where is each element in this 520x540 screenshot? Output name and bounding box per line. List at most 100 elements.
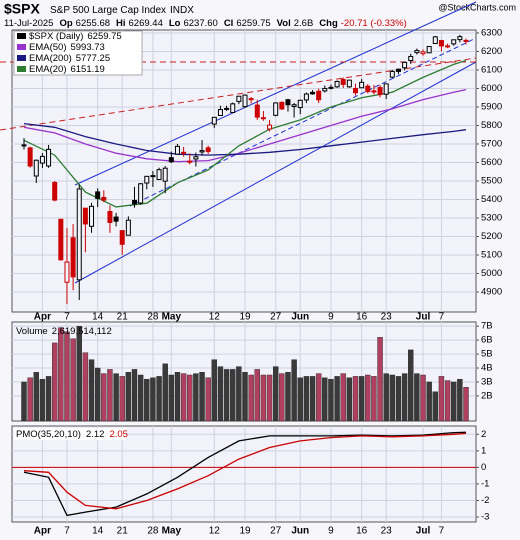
candle-body (95, 191, 101, 199)
candle-body (64, 261, 70, 283)
price-panel (11, 29, 477, 313)
candle-body (39, 155, 45, 164)
candle-body (217, 109, 223, 116)
legend-swatch (17, 44, 26, 50)
legend-name: EMA(200) (29, 53, 72, 64)
volume-bar (352, 376, 359, 422)
volume-bar (82, 352, 89, 422)
volume-bar (107, 369, 113, 422)
stat-label: Chg (319, 18, 338, 29)
x-tick-label: 14 (92, 526, 104, 537)
y-tick-label: 5500 (481, 176, 502, 187)
legend-name: EMA(50) (29, 42, 66, 53)
candle-body (199, 150, 205, 153)
subtitle: S&P 500 Large Cap Index (50, 5, 166, 16)
y-tick-label: 6200 (481, 46, 502, 57)
stat-value: 6237.60 (183, 18, 217, 29)
volume-bar (230, 369, 236, 422)
candle-body (260, 117, 266, 120)
x-tick-label: 19 (239, 526, 251, 537)
candle-body (46, 148, 52, 167)
x-tick-label: 21 (117, 526, 129, 537)
y-tick-label: 6B (481, 335, 493, 346)
volume-bar (395, 376, 402, 422)
volume-bar (383, 373, 389, 422)
candle-body (33, 159, 39, 177)
x-tick-label: 9 (328, 526, 334, 537)
volume-bar (438, 376, 445, 422)
candle-body (248, 98, 254, 101)
x-tick-label: May (162, 526, 182, 537)
legend-name: EMA(20) (29, 64, 66, 75)
candle-body (334, 80, 340, 88)
y-tick-label: 6100 (481, 64, 502, 75)
volume-bar (303, 376, 310, 422)
candle-body (346, 79, 352, 88)
legend-name: $SPX (Daily) (29, 31, 83, 42)
candle-body (242, 94, 248, 108)
y-tick-label: 7B (481, 321, 493, 332)
volume-bar (113, 373, 119, 422)
x-tick-label: Jul (416, 312, 431, 323)
volume-bar (137, 374, 144, 422)
candle-body (224, 107, 230, 110)
x-tick-label: 7 (439, 312, 445, 323)
volume-bar (285, 371, 291, 422)
candle-body (383, 83, 389, 95)
candle-body (230, 103, 236, 114)
y-tick-label: 5700 (481, 138, 502, 149)
volume-bar (260, 374, 267, 422)
x-tick-label: Apr (34, 526, 51, 537)
y-tick-label: 4B (481, 363, 493, 374)
y-tick-label: 5200 (481, 231, 502, 242)
y-tick-label: 6300 (481, 27, 502, 38)
candle-body (187, 160, 193, 163)
candle-body (297, 99, 303, 109)
legend-value: 6259.75 (87, 31, 121, 42)
volume-bar (328, 378, 334, 422)
candle-body (395, 68, 401, 72)
y-tick-label: -3 (481, 512, 489, 523)
stat-value: 6269.44 (129, 18, 163, 29)
candle-body (70, 237, 76, 278)
volume-bar (162, 363, 168, 422)
candle-body (211, 116, 217, 125)
volume-bar (432, 391, 439, 422)
x-tick-label: 7 (439, 526, 445, 537)
y-tick-label: 2 (481, 429, 486, 440)
volume-bar (217, 366, 224, 422)
candle-body (119, 230, 125, 245)
volume-bar (420, 374, 426, 422)
stat-value: 6255.68 (76, 18, 110, 29)
x-tick-label: 28 (147, 312, 159, 323)
y-tick-label: -2 (481, 495, 489, 506)
stat-label: Lo (169, 18, 181, 29)
volume-bar (187, 374, 193, 422)
x-tick-label: 16 (356, 312, 368, 323)
candle-body (463, 39, 469, 42)
date: 11-Jul-2025 (4, 18, 53, 29)
candle-body (285, 99, 291, 106)
line-series (23, 431, 467, 517)
stat-label: Op (59, 18, 72, 29)
x-tick-label: 9 (328, 312, 334, 323)
candle-body (432, 36, 438, 45)
legend-box (13, 30, 143, 76)
volume-bar (315, 373, 322, 422)
channel-lower (74, 61, 477, 284)
y-tick-label: 5800 (481, 120, 502, 131)
volume-bar (297, 377, 303, 422)
volume-bar (248, 374, 254, 422)
candle-body (21, 144, 27, 147)
volume-bar (205, 377, 211, 422)
volume-bar (408, 349, 414, 422)
candle-body (322, 87, 328, 92)
x-tick-label: 12 (209, 312, 221, 323)
candle-body (457, 36, 463, 41)
legend-value: 2.05 (109, 429, 128, 440)
volume-bar (131, 369, 138, 422)
volume-bar (199, 371, 205, 422)
candle-body (27, 147, 33, 167)
volume-bar (457, 378, 463, 422)
